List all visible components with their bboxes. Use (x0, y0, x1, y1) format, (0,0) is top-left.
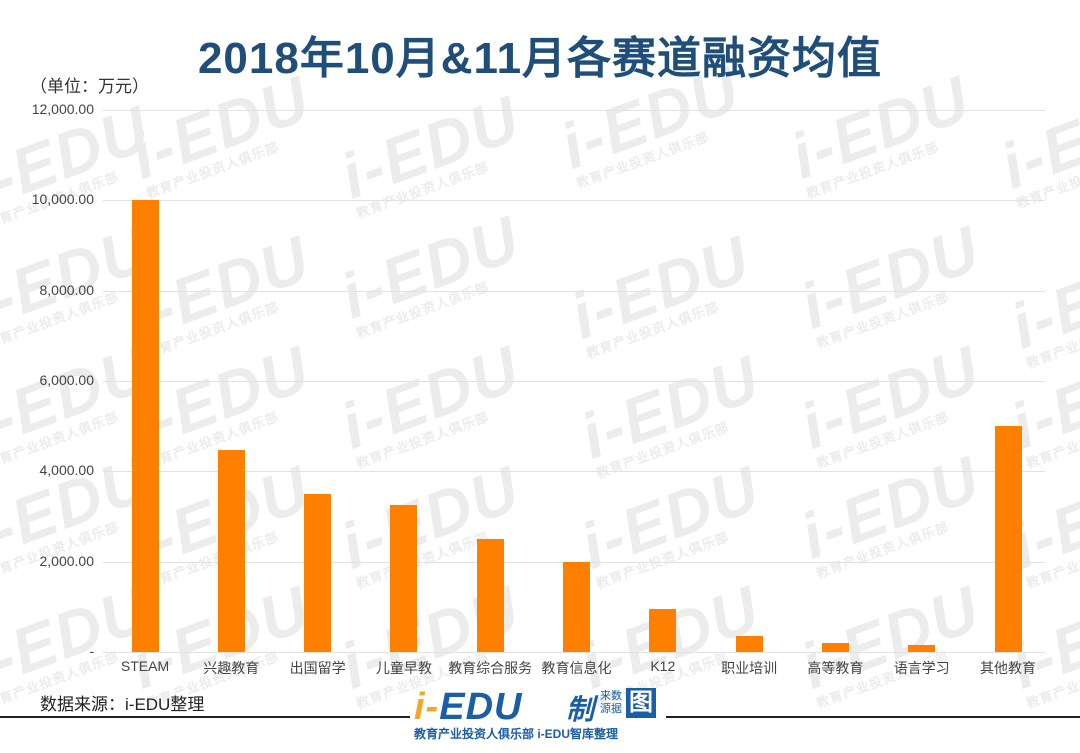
x-tick-label: 兴趣教育 (203, 660, 260, 676)
bar (217, 450, 245, 652)
x-tick-label: 教育信息化 (541, 660, 612, 676)
bar (131, 200, 159, 652)
logo-i: i- (414, 686, 440, 728)
y-tick-label: - (89, 643, 94, 659)
bar (735, 636, 763, 652)
gridline (103, 290, 1045, 292)
x-tick-label: 其他教育 (980, 660, 1036, 676)
y-tick-label: 12,000.00 (31, 101, 94, 117)
logo-edu: EDU (439, 686, 523, 728)
y-tick-label: 8,000.00 (39, 281, 95, 298)
x-tick-label: 职业培训 (721, 660, 778, 676)
bar (304, 493, 332, 652)
x-tick-label: 儿童早教 (375, 660, 432, 676)
data-source-label: 数据来源：i-EDU整理 (40, 695, 205, 714)
gridline (103, 471, 1045, 473)
gridline (103, 200, 1045, 202)
bar (821, 642, 849, 652)
logo-small-bottom: 源据 (600, 703, 622, 715)
gridline (103, 381, 1045, 382)
x-tick-label: 高等教育 (807, 660, 864, 676)
x-tick-label: 语言学习 (893, 660, 950, 676)
logo-tu-icon: 图 (626, 688, 656, 718)
chart-title: 2018年10月&11月各赛道融资均值 (197, 34, 883, 83)
y-tick-label: 10,000.00 (31, 191, 94, 208)
logo-badge: 制 (566, 694, 595, 725)
x-tick-label: 教育综合服务 (448, 660, 533, 676)
footer-rule-right (666, 716, 1080, 718)
logo-small-top: 来数 (600, 690, 622, 702)
bar (649, 609, 677, 652)
logo-small-text: 来数 源据 (600, 690, 622, 716)
x-tick-label: 出国留学 (289, 660, 346, 676)
unit-label: （单位：万元） (30, 77, 149, 96)
footer-rule-left (0, 716, 410, 718)
bar (908, 645, 936, 652)
bar-chart: - 2,000.00 4,000.00 6,000.00 8,000.00 10,000.… (31, 101, 1045, 676)
logo-subtitle: 教育产业投资人俱乐部 i-EDU智库整理 (414, 727, 619, 741)
x-tick-label: STEAM (120, 658, 170, 674)
y-tick-label: 4,000.00 (39, 462, 95, 479)
bar (994, 426, 1022, 652)
x-tick-label: K12 (650, 658, 676, 674)
y-tick-label: 2,000.00 (39, 552, 95, 569)
gridline (103, 110, 1045, 111)
bar (476, 539, 504, 652)
bar (390, 505, 418, 652)
gridline (103, 652, 1045, 653)
bar (563, 561, 590, 652)
y-tick-label: 6,000.00 (39, 372, 95, 388)
logo-wordmark: i-EDU (414, 688, 664, 726)
i-edu-logo: i-EDU 教育产业投资人俱乐部 i-EDU智库整理 制 来数 源据 图 (414, 688, 664, 750)
